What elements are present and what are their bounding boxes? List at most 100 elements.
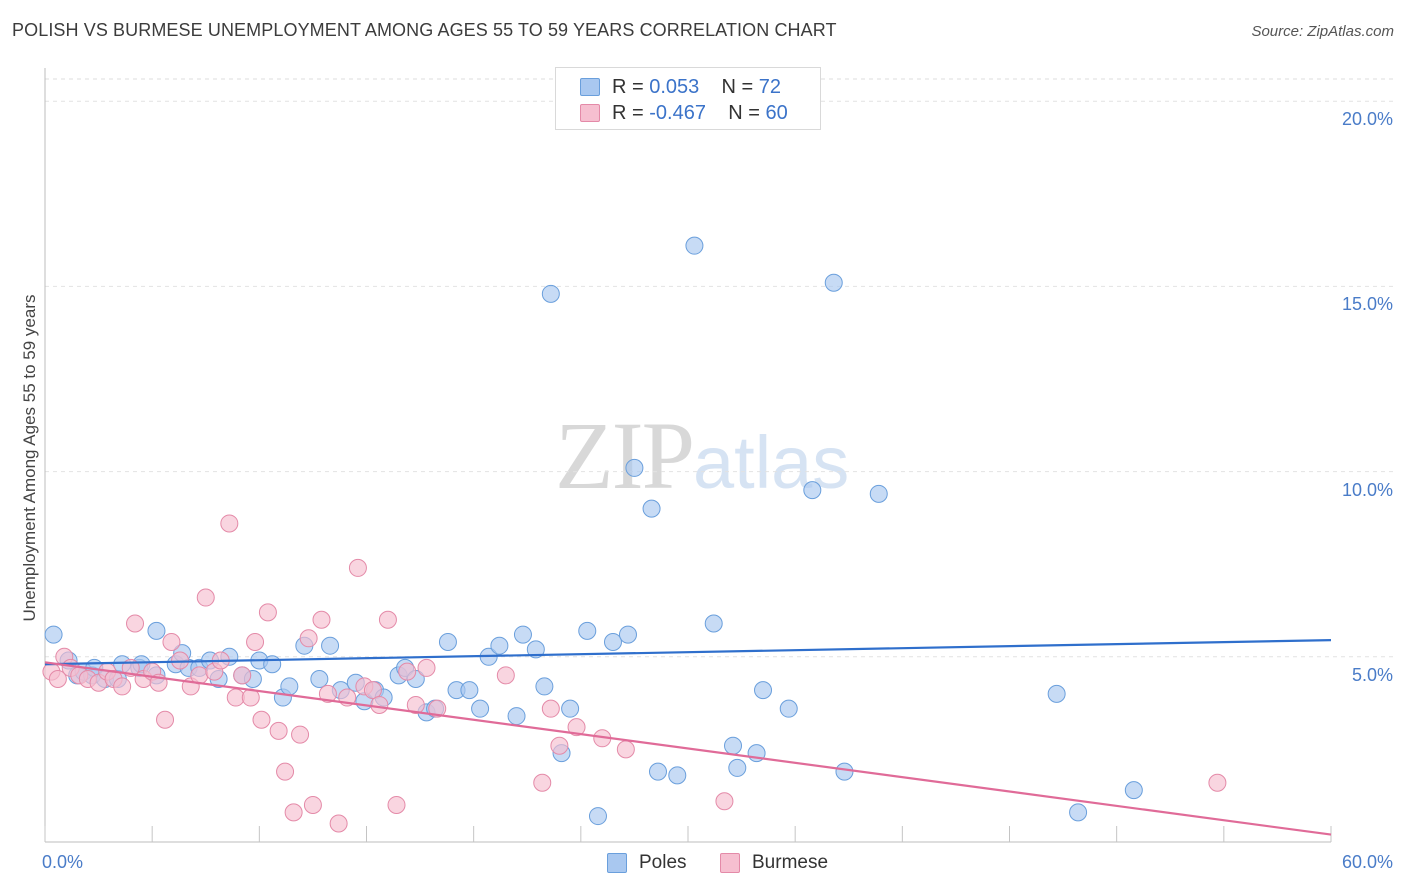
data-point-poles [507, 707, 526, 726]
data-point-poles [526, 640, 545, 659]
series-swatch-burmese [720, 853, 740, 873]
data-point-burmese [299, 629, 318, 648]
data-point-burmese [156, 710, 175, 729]
legend-r-label: R = [612, 76, 650, 98]
data-point-burmese [233, 666, 252, 685]
data-point-burmese [417, 658, 436, 677]
data-point-burmese [113, 677, 132, 696]
data-point-burmese [428, 699, 447, 718]
data-point-poles [625, 458, 644, 477]
data-point-burmese [398, 662, 417, 681]
data-point-burmese [258, 603, 277, 622]
data-point-burmese [276, 762, 295, 781]
data-point-poles [263, 655, 282, 674]
data-point-poles [668, 766, 687, 785]
data-point-burmese [550, 736, 569, 755]
data-point-burmese [616, 740, 635, 759]
data-point-burmese [370, 695, 389, 714]
data-point-poles [648, 762, 667, 781]
x-tick-label-max: 60.0% [1341, 852, 1393, 872]
legend-r-label: R = [612, 102, 650, 124]
y-tick-label: 20.0% [1341, 109, 1393, 130]
y-tick-label: 15.0% [1341, 294, 1393, 315]
data-point-poles [280, 677, 299, 696]
trend-line-burmese [44, 661, 1332, 836]
data-point-poles [1047, 684, 1066, 703]
data-point-burmese [715, 792, 734, 811]
trend-line-poles [44, 639, 1332, 666]
data-point-poles [779, 699, 798, 718]
data-point-burmese [329, 814, 348, 833]
data-point-poles [147, 621, 166, 640]
data-point-poles [490, 636, 509, 655]
data-point-poles [310, 670, 329, 689]
series-label-burmese: Burmese [752, 852, 829, 873]
data-point-burmese [406, 695, 425, 714]
data-point-burmese [291, 725, 310, 744]
data-point-burmese [252, 710, 271, 729]
legend-n-value: 72 [758, 76, 782, 98]
data-point-poles [513, 625, 532, 644]
data-point-poles [588, 807, 607, 826]
data-point-burmese [162, 632, 181, 651]
data-point-poles [535, 677, 554, 696]
data-point-poles [869, 484, 888, 503]
data-point-burmese [220, 514, 239, 533]
legend-swatch-poles [580, 78, 600, 96]
series-legend: Poles Burmese [0, 852, 1406, 878]
data-point-poles [460, 681, 479, 700]
data-point-poles [642, 499, 661, 518]
data-point-burmese [387, 795, 406, 814]
legend-n-value: 60 [765, 102, 788, 124]
correlation-legend: R = 0.053 N = 72 R = -0.467 N = 60 [555, 67, 821, 130]
data-point-burmese [541, 699, 560, 718]
data-point-burmese [226, 688, 245, 707]
data-point-poles [728, 758, 747, 777]
data-point-burmese [269, 721, 288, 740]
watermark-zip: ZIP [555, 402, 695, 509]
data-point-burmese [348, 558, 367, 577]
series-label-poles: Poles [639, 852, 687, 873]
data-point-poles [603, 632, 622, 651]
legend-swatch-burmese [580, 104, 600, 122]
data-point-burmese [196, 588, 215, 607]
data-point-burmese [567, 718, 586, 737]
data-point-burmese [533, 773, 552, 792]
data-point-burmese [312, 610, 331, 629]
data-point-poles [44, 625, 63, 644]
data-point-poles [1124, 781, 1143, 800]
legend-n-label: N = [728, 102, 766, 124]
data-point-poles [578, 621, 597, 640]
legend-r-value: -0.467 [649, 102, 706, 124]
data-point-poles [754, 681, 773, 700]
data-point-poles [1069, 803, 1088, 822]
y-tick-label: 5.0% [1351, 664, 1393, 685]
data-point-poles [835, 762, 854, 781]
data-point-poles [438, 632, 457, 651]
x-tick-label-min: 0.0% [42, 852, 84, 872]
data-point-poles [803, 481, 822, 500]
data-point-poles [685, 236, 704, 255]
data-point-burmese [48, 670, 67, 689]
data-point-poles [824, 273, 843, 292]
data-point-burmese [303, 795, 322, 814]
watermark-atlas: atlas [693, 421, 850, 504]
legend-n-label: N = [721, 76, 759, 98]
data-point-burmese [378, 610, 397, 629]
data-point-burmese [496, 666, 515, 685]
data-point-poles [704, 614, 723, 633]
series-swatch-poles [607, 853, 627, 873]
data-point-poles [561, 699, 580, 718]
data-point-burmese [363, 681, 382, 700]
data-point-burmese [1208, 773, 1227, 792]
data-point-burmese [318, 684, 337, 703]
chart-title: POLISH VS BURMESE UNEMPLOYMENT AMONG AGE… [12, 20, 837, 40]
data-point-burmese [126, 614, 145, 633]
data-point-burmese [284, 803, 303, 822]
data-point-poles [321, 636, 340, 655]
data-point-poles [471, 699, 490, 718]
data-point-poles [618, 625, 637, 644]
legend-r-value: 0.053 [649, 76, 700, 98]
data-point-burmese [246, 632, 265, 651]
